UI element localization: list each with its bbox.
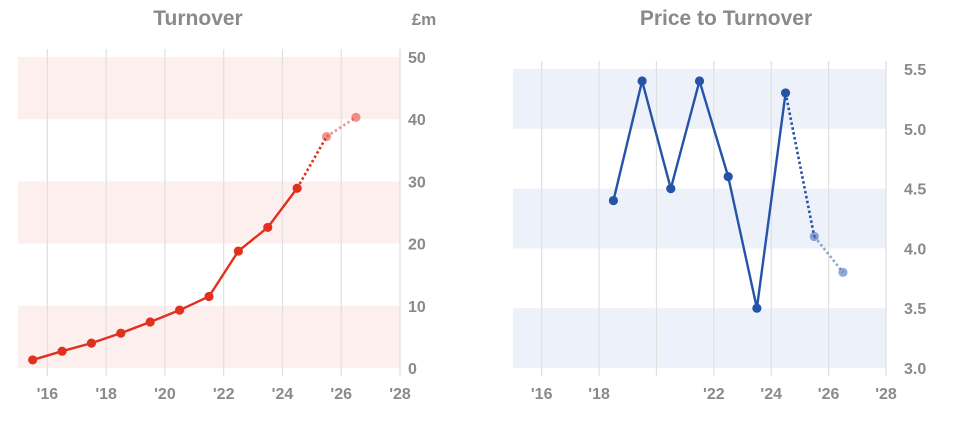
y-tick-label: 50: [408, 50, 426, 67]
data-point: [175, 305, 185, 315]
data-point: [694, 76, 705, 86]
y-tick-label: 0: [408, 361, 417, 378]
y-tick-label: 4.5: [904, 182, 926, 199]
forecast-point: [321, 132, 332, 142]
x-tick-label: '28: [875, 386, 897, 403]
y-tick-label: 5.0: [904, 122, 926, 139]
y-tick-label: 3.5: [904, 301, 926, 318]
band: [513, 308, 886, 368]
band: [18, 57, 400, 120]
x-tick-label: '24: [760, 386, 782, 403]
x-tick-label: '20: [154, 386, 176, 403]
chart-title: Price to Turnover: [640, 7, 812, 30]
forecast-line: [325, 116, 357, 138]
y-tick-label: 30: [408, 174, 426, 191]
y-tick-label: 10: [408, 299, 426, 316]
data-point: [263, 222, 273, 233]
y-tick-label: 20: [408, 237, 426, 254]
x-tick-label: '16: [37, 386, 59, 403]
data-point: [145, 317, 155, 327]
x-tick-label: '18: [95, 386, 117, 403]
forecast-point: [809, 231, 819, 242]
data-point: [86, 338, 97, 348]
band: [18, 181, 400, 244]
y-tick-label: 3.0: [904, 361, 926, 378]
data-point: [57, 346, 67, 356]
actual-line: [32, 187, 299, 362]
y-tick-label: 4.0: [904, 241, 926, 258]
data-point: [637, 76, 647, 86]
x-tick-label: '26: [330, 386, 352, 403]
band: [18, 305, 400, 368]
data-point: [292, 183, 302, 193]
x-tick-label: '28: [389, 386, 411, 403]
data-point: [780, 88, 791, 98]
data-point: [204, 291, 214, 302]
data-point: [233, 246, 243, 256]
data-point: [116, 328, 126, 338]
unit-label: £m: [412, 10, 437, 29]
x-tick-label: '22: [703, 386, 725, 403]
forecast-point: [838, 267, 848, 277]
x-tick-label: '16: [531, 386, 553, 403]
x-tick-label: '18: [588, 386, 610, 403]
data-point: [723, 172, 733, 182]
x-tick-label: '26: [818, 386, 840, 403]
data-point: [608, 195, 619, 206]
turnover-chart: Turnover £m 0 10 20 30 40 50 '16 '18 '20 '22 '24 '26 '…: [18, 7, 436, 403]
y-tick-label: 40: [408, 112, 426, 129]
chart-title: Turnover: [153, 7, 242, 30]
data-point: [752, 303, 762, 313]
data-point: [28, 355, 38, 365]
data-point: [666, 184, 676, 194]
y-tick-label: 5.5: [904, 62, 926, 79]
forecast-line: [784, 92, 816, 237]
forecast-point: [351, 112, 361, 122]
band: [513, 188, 886, 249]
x-tick-label: '22: [213, 386, 235, 403]
price-to-turnover-chart: Price to Turnover 3.0 3.5 4.0 4.5 5.0 5.5 '16 '1…: [513, 7, 926, 403]
forecast-line: [296, 135, 328, 189]
x-tick-label: '24: [272, 386, 294, 403]
